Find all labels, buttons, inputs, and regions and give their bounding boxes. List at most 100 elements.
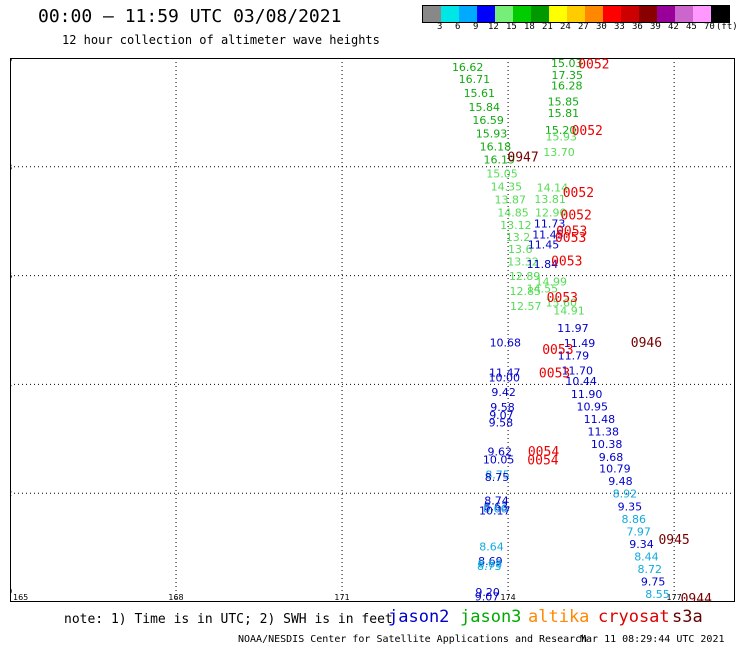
legend-label: 33 bbox=[614, 22, 625, 32]
legend-swatch bbox=[549, 6, 567, 22]
wave-height-label: 13.81 bbox=[534, 193, 566, 206]
wave-height-label: 14.85 bbox=[497, 206, 529, 219]
wave-height-label: 16.19 bbox=[483, 154, 515, 167]
y-tick-label: 48 bbox=[10, 163, 12, 172]
legend-label: 6 bbox=[455, 22, 461, 32]
wave-height-label: 11.90 bbox=[571, 388, 603, 401]
legend-label: 12 bbox=[488, 22, 499, 32]
legend-swatch bbox=[495, 6, 513, 22]
pass-time-label: 0947 bbox=[507, 150, 538, 165]
wave-height-label: 9.62 bbox=[488, 445, 513, 458]
legend-label: 42 bbox=[668, 22, 679, 32]
wave-height-label: 9.07 bbox=[489, 409, 514, 422]
wave-height-label: 8.63 bbox=[484, 500, 509, 513]
wave-height-label: 10.95 bbox=[576, 401, 608, 414]
wave-height-label: 13.32 bbox=[507, 255, 539, 268]
wave-height-label: 8.92 bbox=[613, 488, 638, 501]
wave-height-label: 10.00 bbox=[488, 371, 520, 384]
legend-label: 9 bbox=[473, 22, 479, 32]
chart-title: 00:00 — 11:59 UTC 03/08/2021 bbox=[38, 6, 342, 27]
legend-label: 45 bbox=[686, 22, 697, 32]
wave-height-label: 10.38 bbox=[591, 438, 623, 451]
wave-height-label: 9.58 bbox=[490, 401, 515, 414]
wave-height-label: 11.84 bbox=[527, 258, 559, 271]
wave-height-label: 11.48 bbox=[584, 413, 616, 426]
wave-height-label: 15.61 bbox=[464, 87, 496, 100]
wave-height-label: 13.6 bbox=[508, 243, 533, 256]
legend-swatch bbox=[693, 6, 711, 22]
chart-subtitle: 12 hour collection of altimeter wave hei… bbox=[62, 33, 380, 47]
wave-height-label: 10.79 bbox=[599, 463, 631, 476]
wave-height-label: 13.87 bbox=[495, 193, 527, 206]
wave-height-label: 15.85 bbox=[548, 96, 580, 109]
satellite-label-cryosat: cryosat bbox=[598, 607, 670, 627]
wave-height-label: 12.57 bbox=[510, 300, 542, 313]
wave-height-label: 9.68 bbox=[599, 451, 624, 464]
wave-height-label: 8.73 bbox=[477, 560, 502, 573]
wave-height-label: 9.35 bbox=[618, 500, 643, 513]
x-tick-label: 177 bbox=[666, 593, 681, 602]
legend-label: 15 bbox=[506, 22, 517, 32]
wave-height-label: 16.18 bbox=[480, 141, 512, 154]
pass-time-label: 0053 bbox=[555, 231, 586, 246]
legend-swatch bbox=[603, 6, 621, 22]
y-tick-label: 42 bbox=[10, 489, 12, 498]
wave-height-label: 14.35 bbox=[491, 180, 523, 193]
wave-height-label: 11.79 bbox=[558, 350, 590, 363]
pass-time-label: 0054 bbox=[528, 445, 559, 460]
wave-height-label: 9.34 bbox=[629, 538, 654, 551]
wave-height-label: 15.93 bbox=[476, 128, 508, 141]
y-tick-label: 46 bbox=[10, 272, 12, 281]
legend-swatch bbox=[639, 6, 657, 22]
wave-height-label: 8.55 bbox=[645, 588, 670, 601]
wave-height-label: 14.14 bbox=[537, 181, 569, 194]
legend-swatch bbox=[585, 6, 603, 22]
satellite-label-jason3: jason3 bbox=[460, 607, 522, 627]
y-tick-label: 40 bbox=[10, 587, 12, 596]
legend-swatch bbox=[621, 6, 639, 22]
wave-height-label: 16.62 bbox=[452, 61, 484, 74]
generation-timestamp: Mar 11 08:29:44 UTC 2021 bbox=[580, 634, 725, 645]
wave-height-label: 11.45 bbox=[528, 239, 560, 252]
legend-label: 70 bbox=[704, 22, 715, 32]
wave-height-label: 10.17 bbox=[479, 505, 511, 518]
wave-height-label: 15.84 bbox=[469, 101, 501, 114]
x-tick-label: 165 bbox=[13, 593, 28, 602]
wave-height-label: 14.99 bbox=[536, 276, 568, 289]
wave-height-label: 8.64 bbox=[479, 541, 504, 554]
wave-height-label: 12.89 bbox=[509, 270, 541, 283]
legend-swatch bbox=[423, 6, 441, 22]
x-tick-label: 174 bbox=[500, 593, 515, 602]
pass-time-label: 0052 bbox=[578, 58, 609, 72]
legend-swatch bbox=[531, 6, 549, 22]
pass-time-label: 0052 bbox=[561, 209, 592, 224]
wave-height-label: 8.86 bbox=[621, 513, 646, 526]
wave-height-label: 9.07 bbox=[475, 591, 500, 602]
wave-height-label: 15.03 bbox=[551, 58, 583, 70]
legend-swatch bbox=[675, 6, 693, 22]
footer-note: note: 1) Time is in UTC; 2) SWH is in fe… bbox=[64, 612, 393, 627]
wave-height-label: 15.93 bbox=[545, 130, 577, 143]
legend-swatch bbox=[477, 6, 495, 22]
wave-height-label: 11.45 bbox=[532, 228, 564, 241]
y-tick-label: 44 bbox=[10, 380, 12, 389]
legend-label: 36 bbox=[632, 22, 643, 32]
wave-height-label: 9.20 bbox=[475, 586, 500, 599]
wave-height-label: 14.55 bbox=[527, 283, 559, 296]
credit-line: NOAA/NESDIS Center for Satellite Applica… bbox=[238, 634, 588, 645]
pass-time-label: 0054 bbox=[527, 453, 558, 468]
wave-height-label: 9.48 bbox=[608, 475, 633, 488]
wave-height-label: 8.74 bbox=[484, 494, 509, 507]
wave-height-label: 11.38 bbox=[588, 426, 620, 439]
wave-height-label: 8.75 bbox=[485, 469, 510, 482]
wave-height-label: 16.71 bbox=[459, 73, 491, 86]
wave-height-label: 7.97 bbox=[626, 525, 651, 538]
satellite-label-jason2: jason2 bbox=[388, 607, 450, 627]
plot-frame bbox=[10, 58, 735, 602]
wave-height-label: 9.42 bbox=[491, 386, 516, 399]
wave-height-label: 9.58 bbox=[489, 416, 514, 429]
pass-time-label: 0053 bbox=[556, 224, 587, 239]
color-scale-legend bbox=[422, 5, 730, 23]
wave-height-label: 8.44 bbox=[634, 550, 659, 563]
pass-time-label: 0053 bbox=[542, 343, 573, 358]
